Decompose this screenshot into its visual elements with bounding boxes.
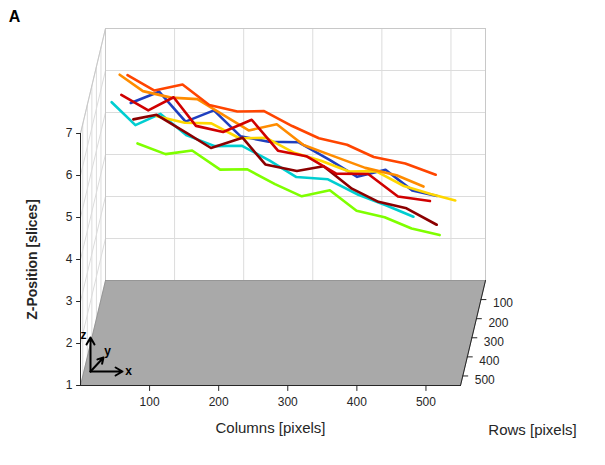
svg-text:z: z — [81, 328, 87, 342]
svg-text:100: 100 — [493, 296, 513, 310]
svg-text:200: 200 — [488, 316, 508, 330]
svg-text:500: 500 — [475, 373, 495, 387]
svg-text:4: 4 — [66, 252, 73, 266]
svg-text:400: 400 — [347, 395, 367, 409]
svg-text:200: 200 — [209, 395, 229, 409]
svg-text:Rows [pixels]: Rows [pixels] — [488, 421, 576, 438]
svg-text:6: 6 — [66, 168, 73, 182]
svg-text:7: 7 — [66, 126, 73, 140]
svg-text:Columns [pixels]: Columns [pixels] — [215, 419, 325, 436]
svg-text:x: x — [125, 364, 132, 378]
svg-text:500: 500 — [416, 395, 436, 409]
svg-text:5: 5 — [66, 210, 73, 224]
svg-text:A: A — [9, 8, 21, 25]
svg-text:2: 2 — [66, 336, 73, 350]
svg-text:y: y — [104, 344, 111, 358]
svg-text:1: 1 — [66, 378, 73, 392]
svg-text:400: 400 — [479, 354, 499, 368]
svg-text:300: 300 — [278, 395, 298, 409]
svg-text:100: 100 — [140, 395, 160, 409]
svg-text:Z-Position [slices]: Z-Position [slices] — [24, 199, 40, 320]
svg-text:3: 3 — [66, 294, 73, 308]
svg-text:300: 300 — [484, 335, 504, 349]
